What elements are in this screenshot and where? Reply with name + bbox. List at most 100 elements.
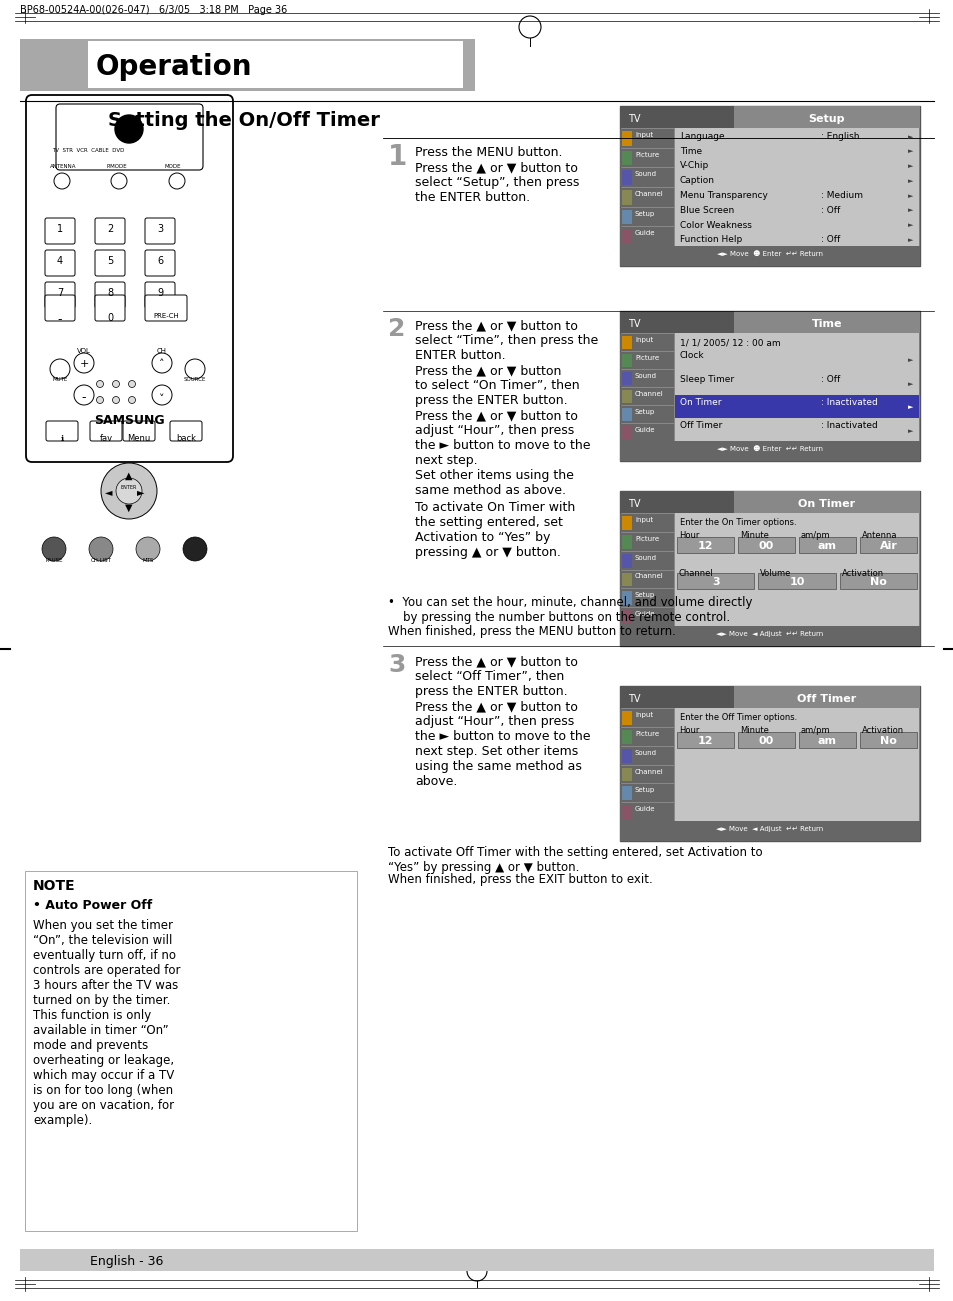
Bar: [738, 732, 794, 748]
Text: SOURCE: SOURCE: [184, 377, 206, 382]
Text: ◄► Move  ☻ Enter  ↵↵ Return: ◄► Move ☻ Enter ↵↵ Return: [717, 251, 822, 258]
Text: Hour: Hour: [679, 531, 699, 540]
Text: : Off: : Off: [821, 375, 840, 384]
Text: Off Timer: Off Timer: [679, 422, 721, 431]
Bar: [675, 513, 918, 626]
Text: ►: ►: [907, 381, 913, 386]
Text: PAUSE: PAUSE: [45, 558, 63, 563]
Circle shape: [42, 537, 66, 561]
Bar: [621, 131, 631, 146]
Text: Sound: Sound: [635, 749, 657, 756]
Text: Caption: Caption: [679, 176, 714, 185]
Bar: [621, 170, 631, 185]
Circle shape: [169, 173, 185, 189]
Text: 3: 3: [388, 653, 405, 677]
Text: Channel: Channel: [635, 191, 663, 196]
Bar: [619, 353, 673, 369]
Circle shape: [183, 537, 207, 561]
Text: ►: ►: [137, 487, 145, 497]
Text: Guide: Guide: [635, 807, 655, 812]
Bar: [733, 311, 919, 333]
Bar: [619, 727, 673, 745]
Text: 00: 00: [758, 541, 773, 552]
Bar: [619, 168, 673, 187]
Bar: [619, 533, 673, 550]
FancyBboxPatch shape: [45, 219, 75, 245]
Text: Activation: Activation: [841, 569, 882, 578]
Bar: [619, 686, 919, 840]
Bar: [621, 712, 631, 725]
Text: MTS: MTS: [142, 558, 153, 563]
Bar: [859, 732, 916, 748]
Bar: [619, 369, 673, 386]
Text: When finished, press the MENU button to return.: When finished, press the MENU button to …: [388, 624, 675, 637]
Text: 3: 3: [711, 578, 719, 587]
Text: -: -: [82, 392, 86, 405]
FancyBboxPatch shape: [45, 250, 75, 276]
Text: ▼: ▼: [125, 503, 132, 513]
Text: SAMSUNG: SAMSUNG: [93, 414, 164, 427]
Text: 4: 4: [57, 256, 63, 265]
Circle shape: [152, 385, 172, 405]
Text: On Timer: On Timer: [679, 398, 720, 407]
Text: Setup: Setup: [808, 114, 844, 124]
Text: ►: ►: [907, 148, 913, 155]
FancyBboxPatch shape: [145, 282, 174, 308]
Text: ►: ►: [907, 178, 913, 183]
Bar: [621, 425, 631, 438]
Text: To activate On Timer with
the setting entered, set
Activation to “Yes” by
pressi: To activate On Timer with the setting en…: [415, 501, 575, 559]
Text: Sound: Sound: [635, 172, 657, 177]
Text: 6: 6: [157, 256, 163, 265]
Text: English - 36: English - 36: [90, 1255, 163, 1268]
Text: Channel: Channel: [635, 574, 663, 579]
Bar: [619, 334, 673, 351]
Bar: [619, 765, 673, 783]
Text: ˅: ˅: [159, 394, 165, 405]
Text: When finished, press the EXIT button to exit.: When finished, press the EXIT button to …: [388, 873, 652, 886]
Text: TV  STR  VCR  CABLE  DVD: TV STR VCR CABLE DVD: [52, 148, 124, 154]
FancyBboxPatch shape: [26, 95, 233, 462]
FancyBboxPatch shape: [90, 422, 122, 441]
Bar: [859, 537, 916, 553]
Text: Volume: Volume: [760, 569, 791, 578]
Text: TV: TV: [627, 500, 639, 509]
Bar: [619, 105, 919, 265]
Text: CH: CH: [157, 347, 167, 354]
Text: Press the ▲ or ▼ button to
select “Time”, then press the
ENTER button.
Press the: Press the ▲ or ▼ button to select “Time”…: [415, 319, 598, 497]
Bar: [675, 708, 918, 821]
Text: : Inactivated: : Inactivated: [821, 422, 877, 431]
Text: Language: Language: [679, 131, 724, 141]
Text: ▲: ▲: [125, 471, 132, 481]
Circle shape: [54, 173, 70, 189]
Bar: [621, 336, 631, 349]
Bar: [621, 409, 631, 422]
Bar: [621, 354, 631, 367]
Text: PRE-CH: PRE-CH: [153, 314, 178, 319]
Bar: [621, 786, 631, 800]
Bar: [758, 572, 835, 589]
Text: fav: fav: [99, 435, 112, 444]
Bar: [621, 372, 631, 385]
Text: 9: 9: [157, 288, 163, 298]
Text: ►: ►: [907, 358, 913, 363]
Text: Setting the On/Off Timer: Setting the On/Off Timer: [108, 111, 379, 130]
Text: Setup: Setup: [635, 787, 655, 794]
FancyBboxPatch shape: [45, 282, 75, 308]
Text: 1: 1: [388, 143, 407, 170]
FancyBboxPatch shape: [170, 422, 202, 441]
Text: 12: 12: [697, 541, 713, 552]
Text: TV: TV: [627, 319, 639, 329]
Text: •  You can set the hour, minute, channel, and volume directly
    by pressing th: • You can set the hour, minute, channel,…: [388, 596, 752, 624]
Text: Setup: Setup: [635, 592, 655, 598]
Bar: [675, 127, 918, 246]
Text: Color Weakness: Color Weakness: [679, 220, 751, 229]
FancyBboxPatch shape: [95, 219, 125, 245]
Bar: [839, 572, 916, 589]
Bar: [621, 610, 631, 624]
Bar: [619, 208, 673, 226]
Text: ENTER: ENTER: [121, 485, 137, 490]
Circle shape: [112, 380, 119, 388]
Bar: [619, 821, 919, 840]
Bar: [619, 424, 673, 441]
Text: Minute: Minute: [740, 726, 768, 735]
